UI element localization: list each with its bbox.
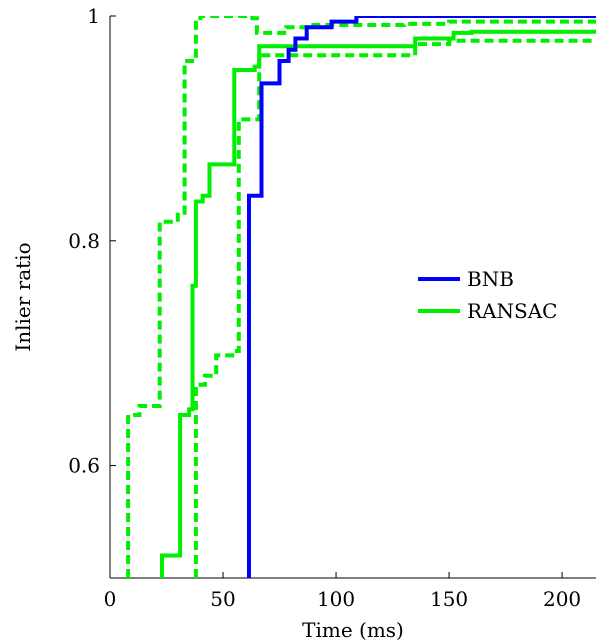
y-tick-label: 0.8 — [68, 229, 100, 253]
series-ransac-lower-bound-line — [193, 38, 596, 578]
x-axis-label: Time (ms) — [302, 618, 404, 642]
y-axis-label: Inlier ratio — [11, 242, 35, 351]
series-ransac-upper-bound-line — [126, 16, 596, 578]
legend-label-bnb: BNB — [467, 267, 514, 291]
legend: BNB RANSAC — [418, 267, 557, 323]
legend-label-ransac: RANSAC — [467, 299, 557, 323]
series-ransac-line — [160, 29, 596, 578]
x-tick-label: 150 — [430, 587, 468, 611]
x-tick-label: 100 — [317, 587, 355, 611]
x-tick-label: 50 — [210, 587, 235, 611]
x-tick-label: 200 — [543, 587, 581, 611]
series-bnb-line — [247, 16, 596, 578]
y-tick-label: 0.6 — [68, 454, 100, 478]
y-tick-label: 1 — [87, 4, 100, 28]
x-tick-label: 0 — [104, 587, 117, 611]
